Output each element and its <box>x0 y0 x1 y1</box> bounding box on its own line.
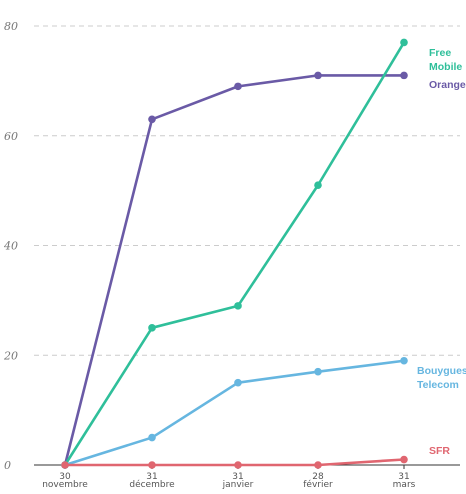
series-line-free-mobile <box>63 41 406 467</box>
x-tick-month: décembre <box>129 479 175 490</box>
x-tick-label: 31 mars <box>393 472 416 490</box>
data-point-orange <box>400 71 408 80</box>
x-tick-label: 28 février <box>303 472 333 490</box>
x-tick-month: février <box>303 479 333 490</box>
x-tick-month: janvier <box>222 480 254 490</box>
series-sfr <box>61 455 408 469</box>
x-tick-day: 30 <box>59 472 71 482</box>
data-point-bouygues-telecom <box>234 378 242 387</box>
series-line-bouygues-telecom <box>63 359 406 467</box>
data-point-orange <box>148 115 156 124</box>
x-tick-day: 31 <box>146 472 157 482</box>
y-tick-label-40: 40 <box>3 240 18 253</box>
x-tick-day: 31 <box>398 472 409 482</box>
data-point-sfr <box>61 461 69 469</box>
series-bouygues-telecom <box>61 356 408 469</box>
grid-lines <box>34 25 460 356</box>
data-point-sfr <box>234 461 242 469</box>
x-tick-label: 30 novembre <box>42 472 88 490</box>
series-line-orange <box>63 74 406 467</box>
series-orange <box>61 71 408 469</box>
series-lines <box>61 38 408 469</box>
data-point-orange <box>314 71 322 80</box>
data-point-free-mobile <box>314 181 322 189</box>
data-point-orange <box>234 82 242 91</box>
data-point-sfr <box>400 455 408 464</box>
x-tick-month: mars <box>393 480 416 490</box>
x-tick-label: 31 janvier <box>222 472 254 490</box>
data-point-bouygues-telecom <box>400 356 408 365</box>
data-point-free-mobile <box>400 38 408 47</box>
series-label-bouygues-telecom: Bouygues Telecom <box>417 365 466 391</box>
x-tick-month: novembre <box>42 480 88 490</box>
data-point-bouygues-telecom <box>148 433 156 442</box>
y-tick-label-0: 0 <box>4 459 11 472</box>
data-point-sfr <box>148 461 156 469</box>
x-tick-day: 31 <box>232 472 243 482</box>
series-label-orange: Orange <box>429 79 466 91</box>
x-tick-day: 28 <box>312 472 324 482</box>
data-point-bouygues-telecom <box>314 367 322 376</box>
data-point-free-mobile <box>234 302 242 310</box>
series-free-mobile <box>61 38 408 469</box>
y-tick-label-60: 60 <box>4 130 18 143</box>
y-tick-label-80: 80 <box>4 20 18 33</box>
y-tick-label-20: 20 <box>3 349 18 362</box>
x-tick-label: 31 décembre <box>129 472 175 490</box>
series-labels: Orange Free Mobile Bouygues Telecom SFR <box>417 47 466 457</box>
series-label-free-mobile: Free Mobile <box>429 47 462 73</box>
data-point-sfr <box>314 461 322 469</box>
series-label-sfr: SFR <box>429 445 450 457</box>
data-point-free-mobile <box>148 324 156 332</box>
y-axis-ticks: 0 20 40 60 80 <box>3 20 18 472</box>
